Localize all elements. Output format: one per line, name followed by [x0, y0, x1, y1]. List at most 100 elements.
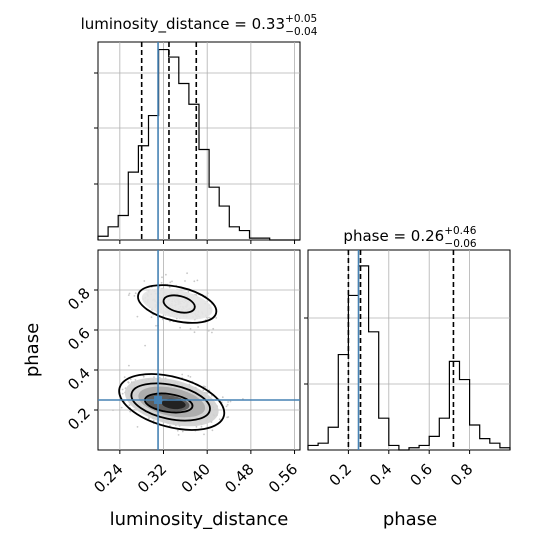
sample-point: [187, 375, 190, 377]
sample-point: [160, 281, 163, 284]
sample-point: [227, 401, 230, 403]
sample-point: [202, 389, 205, 392]
contour-top-inner: [162, 294, 196, 314]
sample-point: [181, 373, 184, 376]
sample-point: [136, 426, 139, 428]
sample-point: [133, 295, 136, 297]
sample-point: [169, 320, 171, 323]
sample-point: [150, 316, 153, 319]
sample-point: [120, 406, 123, 409]
sample-point: [179, 326, 182, 329]
sample-point: [143, 280, 146, 282]
phase-title-lower-error: −0.06: [444, 238, 476, 250]
phase-marginal-panel: 0.2 0.4 0.6 0.8 phase = 0.26+0.46 −0.06 phas…: [304, 225, 511, 530]
sample-point: [206, 292, 209, 295]
sample-point: [129, 378, 132, 381]
sample-point: [127, 381, 130, 384]
sample-point: [211, 331, 213, 334]
density-contours: [118, 284, 226, 431]
sample-point: [204, 386, 207, 388]
phase-y-tick-labels: 0.2 0.4 0.6 0.8: [64, 284, 98, 434]
ld-x-tick-label-4: 0.56: [265, 460, 301, 496]
ld-marginal-frame: [97, 41, 301, 241]
sample-point: [186, 272, 189, 275]
y-axis-label-phase: phase: [22, 323, 43, 377]
sample-point: [193, 280, 196, 283]
sample-point: [123, 376, 126, 378]
phase-x-tick-label-2: 0.6: [406, 460, 436, 490]
sample-point: [155, 324, 157, 327]
sample-point: [133, 409, 136, 411]
phase-x-tick-label-3: 0.8: [447, 460, 477, 490]
sample-point: [207, 329, 210, 332]
sample-point: [129, 410, 132, 413]
sample-point: [211, 429, 214, 432]
ld-x-tick-label-0: 0.24: [90, 460, 126, 496]
sample-point: [165, 273, 167, 276]
sample-point: [203, 433, 205, 436]
sample-point: [200, 425, 203, 428]
sample-point: [195, 425, 198, 428]
density-fill-core: [161, 398, 186, 410]
phase-marginal-title: phase = 0.26+0.46 −0.06: [343, 225, 476, 250]
phase-y-tick-label-2: 0.6: [64, 324, 94, 354]
ld-title-upper-error: +0.05: [285, 13, 317, 25]
sample-point: [169, 424, 171, 427]
sample-point: [136, 315, 139, 318]
sample-point: [215, 317, 218, 319]
ld-marginal-panel: luminosity_distance = 0.33+0.05 −0.04: [81, 13, 318, 244]
sample-point: [221, 396, 224, 399]
sample-point: [196, 279, 199, 282]
phase-x-tick-labels: 0.2 0.4 0.6 0.8: [326, 450, 477, 490]
sample-point: [176, 429, 179, 432]
sample-point: [193, 331, 196, 334]
ld-quantile-lines: [140, 42, 198, 240]
contour-bottom-mid: [130, 382, 211, 422]
sample-point: [128, 404, 131, 406]
truth-point-marker: [154, 396, 163, 404]
ld-x-tick-label-3: 0.48: [221, 460, 257, 496]
sample-point: [225, 405, 228, 408]
sample-point: [112, 409, 114, 412]
sample-point: [169, 281, 172, 284]
sample-point: [144, 344, 147, 347]
sample-point: [197, 326, 200, 328]
ld-marginal-title: luminosity_distance = 0.33+0.05 −0.04: [81, 13, 318, 38]
x-axis-label-luminosity-distance: luminosity_distance: [110, 509, 289, 530]
phase-y-tick-label-1: 0.4: [64, 364, 94, 394]
phase-x-tick-label-0: 0.2: [326, 460, 356, 490]
contour-bottom-outer: [118, 373, 226, 431]
sample-point: [226, 416, 229, 419]
joint-density-frame: [97, 249, 301, 451]
sample-point: [208, 316, 210, 319]
phase-x-tick-label-1: 0.4: [366, 460, 396, 490]
phase-y-tick-label-0: 0.2: [64, 404, 94, 434]
ld-marginal-y-ticks: [94, 72, 296, 244]
sample-point: [152, 419, 155, 422]
contour-top-outer: [137, 284, 218, 324]
sample-point: [134, 292, 137, 295]
phase-title-upper-error: +0.46: [444, 225, 476, 237]
sample-point: [229, 400, 232, 403]
sample-point: [168, 286, 171, 289]
ld-marginal-grid: [98, 42, 300, 240]
sample-point: [162, 315, 165, 317]
phase-y-tick-label-3: 0.8: [64, 284, 94, 314]
phase-title-main: phase = 0.26: [343, 227, 444, 245]
sample-point: [210, 394, 213, 397]
sample-point: [134, 379, 137, 381]
sample-point: [212, 327, 215, 330]
density-fill-top: [141, 288, 213, 320]
phase-histogram-step: [307, 265, 511, 451]
phase-quantile-lines: [347, 250, 455, 450]
x-axis-label-phase: phase: [383, 509, 437, 530]
sample-point: [161, 276, 163, 279]
ld-x-tick-labels: 0.24 0.32 0.40 0.48 0.56: [90, 450, 301, 496]
sample-point: [148, 417, 150, 420]
sample-point: [189, 376, 192, 378]
sample-point: [128, 292, 131, 295]
sample-point: [127, 364, 130, 367]
sample-point: [181, 430, 184, 433]
sample-point: [187, 290, 190, 293]
